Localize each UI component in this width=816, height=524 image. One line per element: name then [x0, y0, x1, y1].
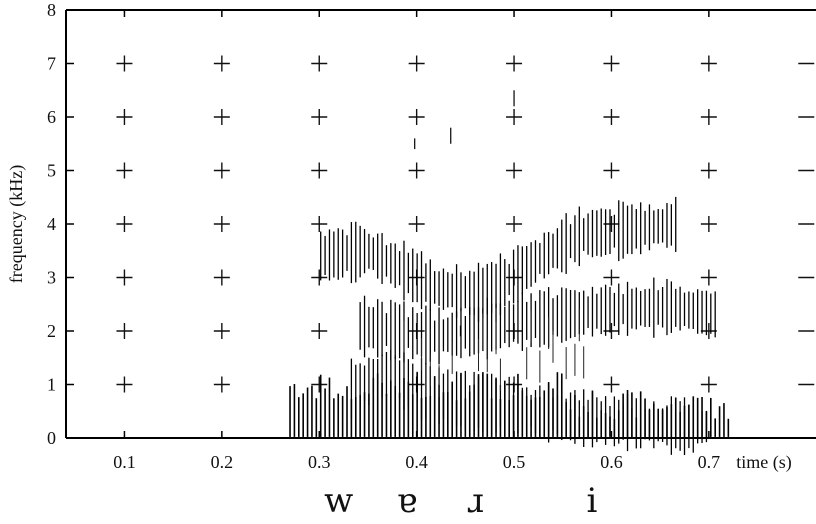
- x-tick-label: 0.4: [405, 452, 428, 472]
- y-axis-ticks: 0 1 2 3 4 5 6 7 8: [47, 0, 74, 448]
- x-tick-label: 0.3: [308, 452, 331, 472]
- y-axis-title: frequency (kHz): [6, 165, 27, 283]
- y-tick-label: 4: [47, 214, 56, 234]
- y-tick-label: 8: [47, 0, 56, 20]
- x-tick-label: 0.1: [113, 452, 136, 472]
- x-axis-ticks: 0.1 0.2 0.3 0.4 0.5 0.6 0.7: [113, 10, 720, 472]
- phonetic-label: ɐ: [397, 481, 417, 521]
- y-tick-label: 2: [47, 321, 56, 341]
- y-tick-label: 3: [47, 268, 56, 288]
- x-axis-title: time (s): [736, 452, 792, 473]
- y-tick-label: 0: [47, 428, 56, 448]
- x-tick-label: 0.7: [698, 452, 721, 472]
- x-tick-label: 0.5: [503, 452, 526, 472]
- phonetic-label: ɹ: [467, 481, 484, 521]
- y-tick-label: 1: [47, 375, 56, 395]
- y-tick-label: 7: [47, 54, 56, 74]
- y-tick-label: 6: [47, 107, 56, 127]
- phonetic-label: i: [587, 481, 598, 521]
- phonetic-label: w: [324, 481, 353, 521]
- spectral-energy: [289, 90, 730, 456]
- x-tick-label: 0.2: [211, 452, 234, 472]
- y-tick-label: 5: [47, 161, 56, 181]
- x-tick-label: 0.6: [600, 452, 623, 472]
